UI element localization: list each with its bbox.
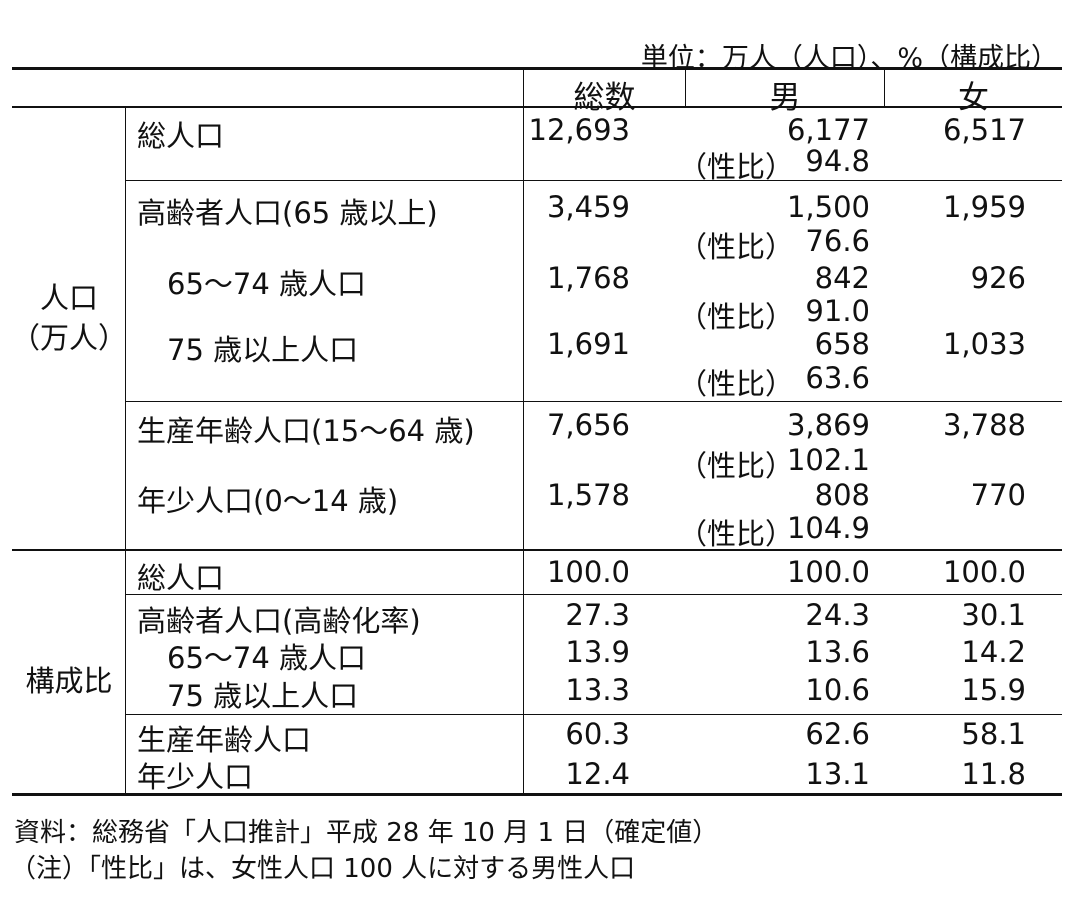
cell-male: 6,177 (786, 113, 870, 147)
cell-female: 1,033 (942, 327, 1026, 361)
sex-ratio-label: （性比） (678, 517, 795, 551)
col-divider (884, 69, 885, 107)
cell-female: 30.1 (961, 598, 1026, 632)
cell-female: 100.0 (942, 555, 1026, 589)
row-label: 総人口 (137, 561, 225, 595)
group-composition-label: 構成比 (25, 664, 113, 698)
sex-ratio-value: 94.8 (805, 144, 870, 178)
row-label: 年少人口(0～14 歳) (137, 484, 399, 518)
header-male: 男 (769, 80, 801, 116)
cell-female: 58.1 (961, 717, 1026, 751)
row-label: 総人口 (137, 119, 225, 153)
cell-female: 926 (970, 261, 1026, 295)
cell-female: 14.2 (961, 635, 1026, 669)
sex-ratio-value: 63.6 (805, 361, 870, 395)
cell-female: 1,959 (942, 190, 1026, 224)
cell-male: 13.1 (805, 757, 870, 791)
header-female: 女 (958, 80, 989, 116)
cell-total: 13.9 (565, 635, 630, 669)
sex-ratio-label: （性比） (678, 449, 795, 483)
group-population-line2: （万人） (10, 321, 127, 355)
cell-female: 3,788 (942, 408, 1026, 442)
cell-male: 658 (814, 327, 870, 361)
cell-male: 24.3 (805, 598, 870, 632)
cell-total: 3,459 (546, 190, 630, 224)
sex-ratio-value: 104.9 (786, 511, 870, 545)
cell-female: 15.9 (961, 673, 1026, 707)
row-divider (125, 401, 1062, 402)
sex-ratio-label: （性比） (678, 150, 795, 184)
sex-ratio-label: （性比） (678, 300, 795, 334)
cell-total: 12,693 (528, 113, 630, 147)
header-bottom-rule (12, 106, 1062, 108)
cell-total: 1,691 (546, 327, 630, 361)
col-divider (685, 69, 686, 107)
cell-male: 842 (814, 261, 870, 295)
table-top-rule (12, 67, 1062, 70)
source-note: 資料：総務省「人口推計」平成 28 年 10 月 1 日（確定値） (14, 818, 719, 848)
cell-female: 11.8 (961, 757, 1026, 791)
cell-total: 13.3 (565, 673, 630, 707)
col-divider (125, 108, 126, 794)
row-label: 年少人口 (137, 760, 254, 794)
row-label: 高齢者人口(高齢化率) (137, 604, 421, 638)
sex-ratio-label: （性比） (678, 367, 795, 401)
cell-female: 770 (970, 478, 1026, 512)
group-population-line1: 人口 (39, 281, 98, 315)
cell-total: 1,578 (546, 478, 630, 512)
cell-total: 1,768 (546, 261, 630, 295)
row-label: 65～74 歳人口 (167, 267, 367, 301)
col-divider (523, 69, 524, 794)
sex-ratio-label: （性比） (678, 230, 795, 264)
cell-female: 6,517 (942, 113, 1026, 147)
cell-total: 27.3 (565, 598, 630, 632)
row-divider (125, 714, 1062, 715)
row-divider (125, 594, 1062, 595)
cell-male: 62.6 (805, 717, 870, 751)
row-label: 高齢者人口(65 歳以上) (137, 196, 438, 230)
row-label: 生産年齢人口(15～64 歳) (137, 414, 475, 448)
cell-male: 100.0 (786, 555, 870, 589)
header-total: 総数 (573, 80, 636, 116)
row-label: 75 歳以上人口 (167, 679, 359, 713)
row-divider (125, 180, 1062, 181)
sex-ratio-value: 91.0 (805, 294, 870, 328)
cell-total: 7,656 (546, 408, 630, 442)
group-population-label: 人口 （万人） (10, 278, 128, 358)
table-bottom-rule (12, 793, 1062, 796)
sex-ratio-value: 102.1 (786, 443, 870, 477)
section-divider (12, 549, 1062, 551)
footnote: （注）「性比」は、女性人口 100 人に対する男性人口 (10, 854, 636, 884)
cell-male: 808 (814, 478, 870, 512)
row-label: 生産年齢人口 (137, 723, 312, 757)
cell-male: 10.6 (805, 673, 870, 707)
cell-total: 60.3 (565, 717, 630, 751)
sex-ratio-value: 76.6 (805, 224, 870, 258)
cell-male: 3,869 (786, 408, 870, 442)
cell-total: 100.0 (546, 555, 630, 589)
row-label: 75 歳以上人口 (167, 333, 359, 367)
row-label: 65～74 歳人口 (167, 641, 367, 675)
cell-male: 13.6 (805, 635, 870, 669)
cell-male: 1,500 (786, 190, 870, 224)
cell-total: 12.4 (565, 757, 630, 791)
